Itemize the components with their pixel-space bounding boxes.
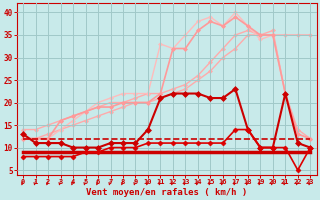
X-axis label: Vent moyen/en rafales ( km/h ): Vent moyen/en rafales ( km/h ): [86, 188, 247, 197]
